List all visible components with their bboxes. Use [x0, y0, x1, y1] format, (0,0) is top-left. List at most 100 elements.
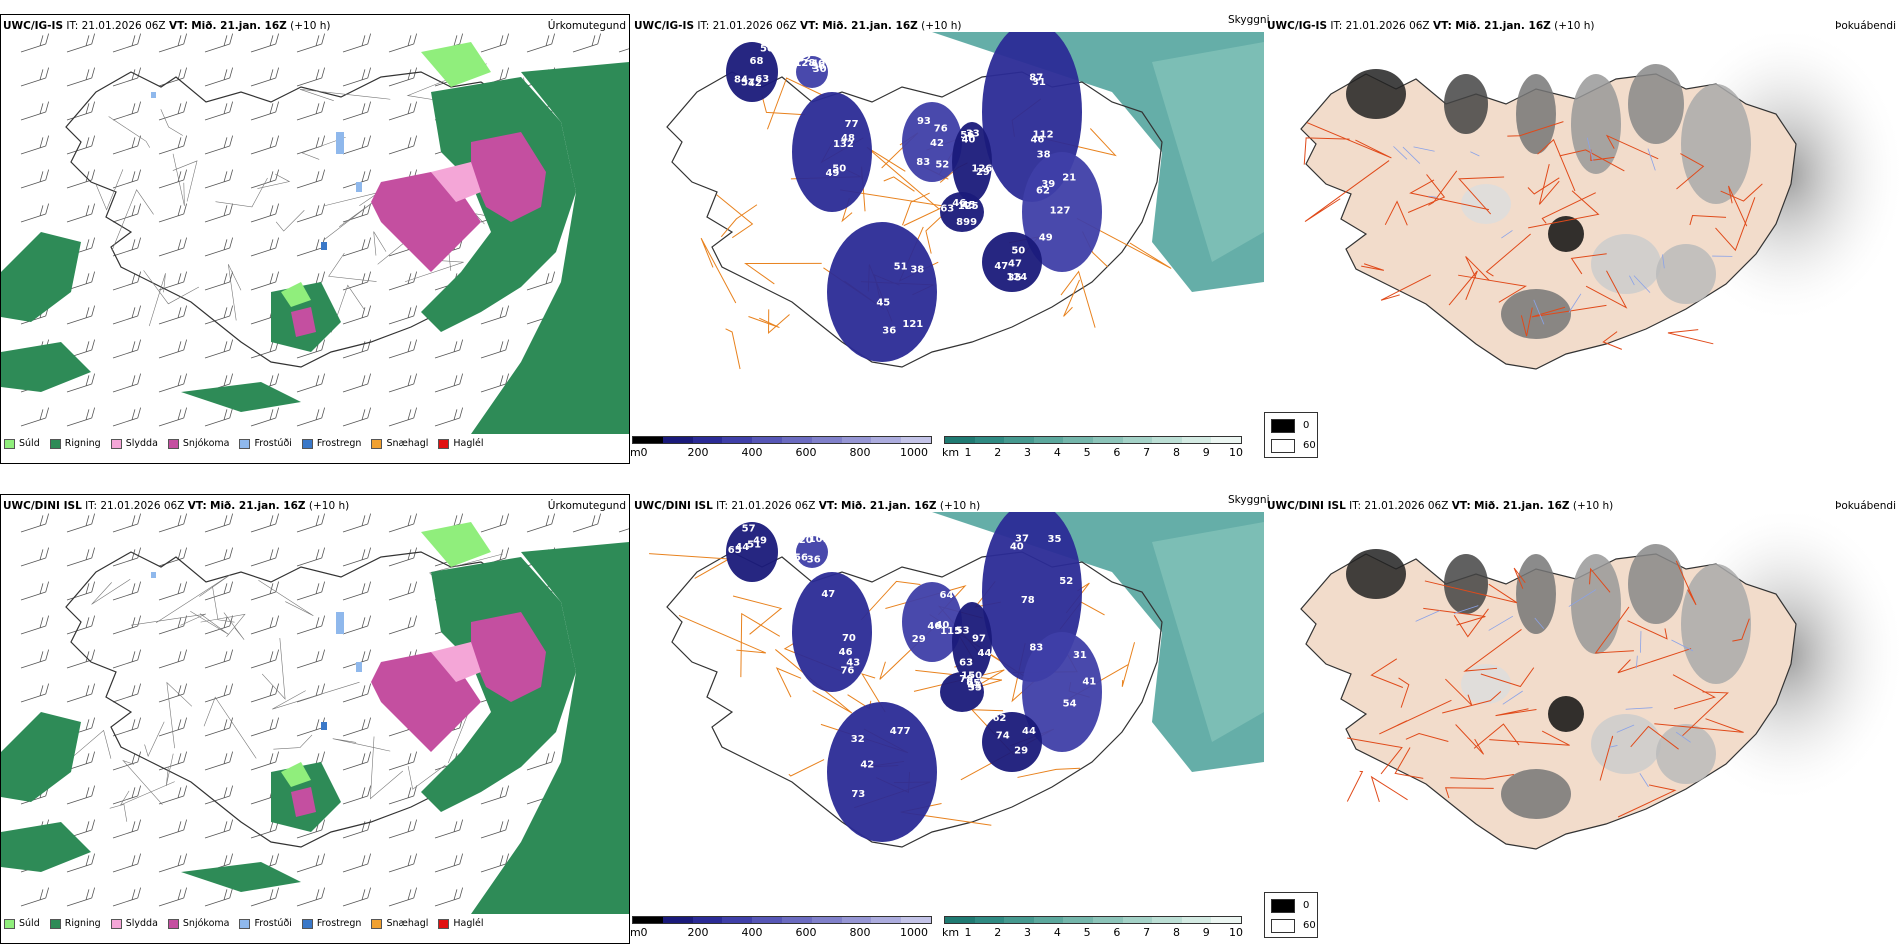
precip-legend-item: Rigning: [49, 918, 101, 929]
height-tick: 0: [640, 446, 648, 459]
init-label: IT:: [716, 500, 729, 512]
height-unit: m: [630, 926, 641, 939]
height-tick: 200: [687, 446, 709, 459]
visibility-value-label: 48: [841, 133, 855, 144]
valid-label: VT:: [799, 20, 819, 32]
height-tick: 800: [849, 926, 871, 939]
visibility-value-label: 42: [860, 759, 874, 770]
visibility-value-label: 45: [962, 200, 976, 211]
init-time: 21.01.2026 06Z: [1345, 20, 1430, 32]
visibility-side-label: Skyggni: [1228, 494, 1270, 506]
visibility-value-label: 40: [1010, 541, 1024, 552]
visibility-unit: km: [942, 926, 960, 939]
precip-legend-item: Súld: [4, 918, 40, 929]
visibility-panel: UWC/IG-IS IT: 21.01.2026 06Z VT: Mið. 21…: [630, 0, 1270, 470]
init-time: 21.01.2026 06Z: [81, 20, 166, 32]
visibility-value-label: 68: [750, 56, 764, 67]
precip-legend-item: Snæhagl: [371, 438, 428, 449]
visibility-value-label: 52: [1059, 576, 1073, 587]
visibility-value-label: 76: [840, 665, 854, 676]
visibility-value-label: 50: [832, 163, 846, 174]
valid-time: Mið. 21.jan. 16Z: [210, 500, 306, 512]
visibility-value-label: 38: [910, 265, 924, 276]
visibility-value-label: 46: [952, 198, 966, 209]
visibility-tick: 5: [1083, 446, 1091, 459]
visibility-value-label: 125: [958, 201, 979, 212]
visibility-value-label: 56: [794, 553, 808, 564]
visibility-value-label: 899: [956, 217, 977, 228]
visibility-value-label: 21: [1062, 173, 1076, 184]
visibility-value-label: 31: [1032, 77, 1046, 88]
precip-legend-label: Rigning: [64, 438, 101, 449]
panel-title: UWC/IG-IS IT: 21.01.2026 06Z VT: Mið. 21…: [634, 20, 961, 32]
precip-legend-swatch: [438, 438, 450, 449]
visibility-value-label: 47: [821, 589, 835, 600]
height-colorbar: 0 200 400 600 800 1000 m: [630, 436, 932, 462]
visibility-value-label: 36: [882, 326, 896, 337]
fog-legend-label-60: 60: [1303, 440, 1316, 451]
visibility-tick: 6: [1113, 446, 1121, 459]
visibility-map: 5750764546494745825663778312511212712412…: [666, 32, 1264, 370]
precip-legend-label: Snæhagl: [386, 918, 429, 929]
precip-legend-label: Snæhagl: [386, 438, 429, 449]
fog-label: Þokuábendi: [1835, 20, 1896, 32]
precip-legend-item: Slydda: [110, 438, 158, 449]
precip-legend: Súld Rigning Slydda Snjókoma Frostúði Frostre…: [4, 918, 484, 929]
init-label: IT:: [1330, 20, 1343, 32]
visibility-value-label: 78: [1021, 595, 1035, 606]
visibility-value-label: 49: [753, 535, 767, 546]
visibility-value-label: 40: [811, 59, 825, 70]
precip-legend-label: Rigning: [64, 918, 101, 929]
precip-legend-swatch: [371, 438, 383, 449]
fog-legend-label-60: 60: [1303, 920, 1316, 931]
precip-legend-item: Snjókoma: [167, 918, 230, 929]
precip-legend-label: Frostúði: [254, 918, 292, 929]
valid-time: Mið. 21.jan. 16Z: [841, 500, 937, 512]
visibility-value-label: 53: [956, 626, 970, 637]
panel-title: UWC/DINI ISL IT: 21.01.2026 06Z VT: Mið.…: [634, 500, 980, 512]
model-name: UWC/IG-IS: [1267, 20, 1328, 32]
valid-label: VT:: [168, 20, 188, 32]
panel-title: UWC/DINI ISL IT: 21.01.2026 06Z VT: Mið.…: [1267, 500, 1613, 512]
visibility-value-label: 62: [992, 713, 1006, 724]
panel-title: UWC/DINI ISL IT: 21.01.2026 06Z VT: Mið.…: [3, 500, 349, 512]
visibility-value-label: 46: [839, 647, 853, 658]
visibility-value-label: 29: [976, 167, 990, 178]
visibility-value-label: 132: [833, 139, 854, 150]
fog-indicator-map: [1300, 514, 1900, 850]
precip-legend-label: Slydda: [125, 438, 158, 449]
visibility-value-label: 87: [1029, 72, 1043, 83]
visibility-value-label: 78: [959, 674, 973, 685]
precip-legend-label: Haglél: [453, 438, 484, 449]
visibility-tick: 10: [1229, 446, 1243, 459]
model-name: UWC/DINI ISL: [1267, 500, 1346, 512]
fog-panel: UWC/IG-IS IT: 21.01.2026 06Z VT: Mið. 21…: [1264, 0, 1900, 470]
valid-label: VT:: [187, 500, 207, 512]
visibility-tick: 3: [1024, 446, 1032, 459]
precip-legend-swatch: [49, 438, 61, 449]
visibility-value-label: 477: [890, 726, 911, 737]
visibility-value-label: 115: [940, 626, 961, 637]
visibility-panel: UWC/DINI ISL IT: 21.01.2026 06Z VT: Mið.…: [630, 480, 1270, 950]
height-tick: 1000: [900, 446, 928, 459]
init-label: IT:: [1349, 500, 1362, 512]
precip-legend-label: Frostregn: [316, 918, 362, 929]
precip-type-label: Úrkomutegund: [547, 20, 626, 32]
visibility-value-label: 44: [1022, 726, 1036, 737]
fog-label: Þokuábendi: [1835, 500, 1896, 512]
precip-legend-label: Snjókoma: [182, 918, 230, 929]
visibility-value-label: 50: [760, 43, 774, 54]
visibility-value-label: 45: [876, 297, 890, 308]
precip-legend-swatch: [438, 918, 450, 929]
precip-legend-label: Súld: [19, 438, 40, 449]
valid-label: VT:: [1451, 500, 1471, 512]
visibility-side-label: Skyggni: [1228, 14, 1270, 26]
precip-legend-item: Frostúði: [239, 438, 292, 449]
init-time: 21.01.2026 06Z: [100, 500, 185, 512]
height-tick: 400: [741, 926, 763, 939]
valid-time: Mið. 21.jan. 16Z: [191, 20, 287, 32]
visibility-tick: 8: [1172, 446, 1180, 459]
init-label: IT:: [66, 20, 79, 32]
panel-title: UWC/IG-IS IT: 21.01.2026 06Z VT: Mið. 21…: [3, 20, 330, 32]
fog-legend-swatch-60: [1271, 439, 1295, 453]
